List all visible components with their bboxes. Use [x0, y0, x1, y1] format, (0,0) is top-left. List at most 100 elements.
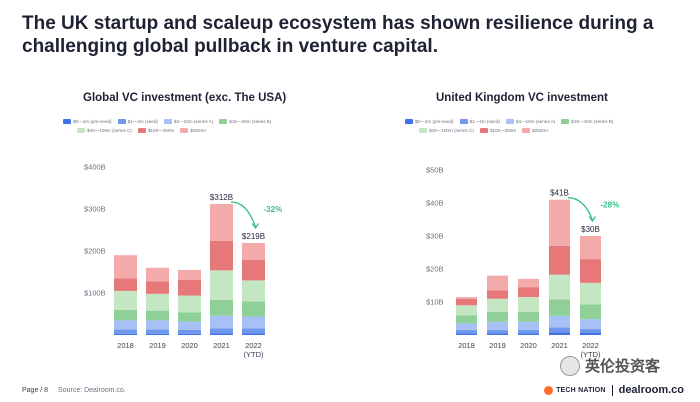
x-tick-label: 2020 — [181, 341, 198, 350]
legend-swatch — [180, 128, 189, 133]
bar-segment — [580, 282, 601, 305]
x-tick-label: (YTD) — [244, 350, 264, 359]
legend-label: $4—15m (series A) — [173, 119, 214, 124]
source-note: Source: Dealroom.co. — [58, 387, 126, 394]
x-tick-label: 2019 — [149, 341, 166, 350]
legend-label: $0—1m (pre-seed) — [73, 119, 112, 124]
legend-swatch — [419, 128, 427, 133]
uk-legend: $0—1m (pre-seed) $1—4m (seed) $4—15m (seri… — [405, 119, 613, 137]
change-arrow — [230, 201, 257, 228]
legend-label: $100—250m — [147, 128, 175, 133]
legend-swatch — [163, 119, 172, 124]
bar-segment — [242, 333, 265, 335]
legend-swatch — [137, 128, 146, 133]
bar-segment — [580, 259, 601, 283]
legend-swatch — [561, 119, 570, 124]
bar-segment — [178, 312, 201, 322]
legend-swatch — [505, 119, 514, 124]
watermark-text: 英伦投资客 — [584, 358, 660, 375]
page-number: Page / 8 — [22, 387, 49, 394]
x-tick-label: 2022 — [582, 341, 599, 350]
legend-label: $4—15m (series A) — [515, 119, 556, 124]
headline: The UK startup and scaleup ecosystem has… — [22, 13, 654, 57]
tech-nation-mark-icon — [544, 385, 554, 395]
y-tick-label: $300B — [84, 205, 106, 214]
bar-segment — [487, 290, 508, 299]
legend-item: $15—40m (series B) — [219, 119, 271, 124]
legend-item: $0—1m (pre-seed) — [405, 119, 454, 124]
change-annotation: -28% — [601, 201, 620, 210]
bar-segment — [580, 319, 601, 330]
global-chart-title: Global VC investment (exc. The USA) — [83, 92, 287, 104]
legend-item: $4—15m (series A) — [505, 119, 556, 124]
bar-segment — [456, 330, 477, 334]
bar-value-label: $219B — [242, 232, 265, 241]
bar-segment — [242, 328, 265, 334]
bar-segment — [146, 281, 169, 294]
legend-label: $250m+ — [190, 128, 207, 133]
bar-segment — [114, 320, 137, 330]
bar-segment — [146, 267, 169, 282]
legend-swatch — [522, 128, 531, 133]
legend-label: $0—1m (pre-seed) — [415, 119, 454, 124]
bar-segment — [518, 330, 539, 334]
bar-segment — [114, 329, 137, 334]
bar-segment — [549, 274, 570, 300]
bar-value-label: $30B — [581, 225, 600, 234]
bar-value-label: $312B — [210, 193, 233, 202]
bar-segment — [210, 315, 233, 329]
bar-segment — [114, 290, 137, 310]
bar-segment — [210, 328, 233, 334]
tech-nation-text: TECH NATION — [556, 386, 606, 394]
legend-swatch — [405, 119, 413, 124]
bar-segment — [456, 315, 477, 324]
legend-item: $250m+ — [522, 128, 549, 133]
legend-item: $1—4m (seed) — [117, 119, 158, 124]
legend-swatch — [117, 119, 126, 124]
bar-segment — [487, 333, 508, 335]
bar-segment — [242, 280, 265, 302]
bar-segment — [178, 295, 201, 313]
y-tick-label: $200B — [84, 247, 106, 256]
bar-segment — [146, 329, 169, 334]
legend-swatch — [219, 119, 228, 124]
bar-segment — [114, 255, 137, 279]
footer-left: Page / 8 Source: Dealroom.co. — [22, 387, 126, 394]
legend-item: $0—1m (pre-seed) — [63, 119, 112, 124]
legend-item: $1—4m (seed) — [459, 119, 500, 124]
bar-segment — [580, 236, 601, 260]
y-tick-label: $30B — [426, 232, 444, 241]
bar-segment — [114, 309, 137, 321]
x-tick-label: 2021 — [551, 341, 568, 350]
bar-segment — [456, 305, 477, 316]
legend-row: $0—1m (pre-seed) $1—4m (seed) $4—15m (seri… — [405, 119, 613, 124]
legend-swatch — [77, 128, 85, 133]
bar-segment — [456, 323, 477, 331]
bar-segment — [242, 243, 265, 260]
change-arrowhead — [251, 223, 260, 230]
change-annotation: -32% — [264, 205, 283, 214]
bar-segment — [549, 327, 570, 333]
bar-segment — [487, 321, 508, 331]
bar-segment — [487, 311, 508, 322]
tech-nation-logo: TECH NATION — [544, 385, 606, 395]
bar-segment — [210, 333, 233, 335]
legend-label: $1—4m (seed) — [469, 119, 500, 124]
bar-segment — [580, 329, 601, 334]
y-tick-label: $40B — [426, 199, 444, 208]
change-arrowhead — [588, 216, 597, 223]
bar-segment — [580, 304, 601, 320]
bar-segment — [210, 203, 233, 241]
bar-segment — [178, 333, 201, 335]
bar-segment — [146, 293, 169, 311]
bar-segment — [549, 315, 570, 328]
legend-item: $250m+ — [180, 128, 207, 133]
bar-segment — [210, 240, 233, 271]
legend-label: $100—250m — [489, 128, 517, 133]
legend-item: $40—100m (series C) — [77, 128, 132, 133]
legend-item: $15—40m (series B) — [561, 119, 613, 124]
bar-segment — [114, 333, 137, 335]
wechat-icon — [559, 355, 580, 376]
bar-segment — [242, 259, 265, 281]
